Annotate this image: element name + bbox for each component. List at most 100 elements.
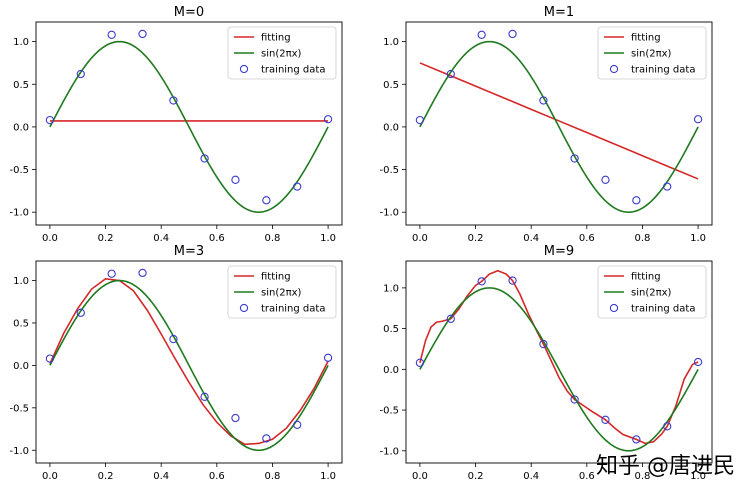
x-tick-label: 0.2 (468, 471, 484, 482)
legend-label: training data (261, 304, 325, 315)
training-point (601, 175, 610, 184)
x-tick-label: 0.0 (412, 471, 428, 482)
x-tick-label: 0.6 (579, 471, 595, 482)
fitting-curve (419, 269, 699, 445)
plot-area (419, 269, 699, 452)
training-point (293, 420, 302, 429)
subplot-1: M=0 0.0 0.2 0.4 0.6 0.8 1.0 -1.0 -0.5 0.0 0.5 1.0 fi… (9, 5, 343, 244)
subplot-3: M=3 0.0 0.2 0.4 0.6 0.8 1.0 -1.0 -0.5 0.0 0.5 1.0 fi… (9, 244, 343, 482)
x-tick-label: 1.0 (690, 471, 706, 482)
legend-label: sin(2πx) (631, 49, 672, 60)
x-tick-label: 0.0 (42, 471, 58, 482)
training-point (601, 415, 610, 424)
x-tick-label: 1.0 (320, 471, 336, 482)
training-point (570, 154, 579, 163)
training-point (76, 308, 85, 317)
y-tick-label: -0.5 (379, 165, 399, 176)
training-point (415, 358, 425, 367)
legend-box (597, 26, 707, 80)
training-point (323, 353, 333, 362)
training-point (539, 339, 548, 349)
training-point (663, 422, 672, 431)
y-tick-label: 0.5 (383, 324, 399, 335)
sine-curve (419, 40, 699, 214)
training-point (477, 30, 486, 39)
subplot-grid: M=0 0.0 0.2 0.4 0.6 0.8 1.0 -1.0 -0.5 0.0 0.5 1.0 fi… (9, 5, 713, 482)
y-tick-label: -1.0 (9, 208, 29, 219)
training-point (200, 392, 209, 401)
plot-area (49, 277, 329, 452)
y-tick-label: 1.0 (13, 276, 29, 287)
training-point (663, 182, 672, 191)
training-point (45, 354, 55, 363)
x-tick-label: 0.2 (468, 233, 484, 244)
legend-label: fitting (631, 33, 661, 44)
legend-label: fitting (261, 272, 291, 283)
training-point (45, 115, 55, 125)
y-tick-label: 0.5 (13, 80, 29, 91)
x-tick-label: 0.4 (153, 471, 169, 482)
x-tick-label: 0.6 (209, 471, 225, 482)
legend-training-swatch (609, 64, 619, 74)
fitting-curve (49, 277, 329, 446)
training-point (138, 268, 147, 278)
legend-training-swatch (239, 64, 249, 74)
y-tick-label: -0.5 (379, 406, 399, 417)
y-tick-label: 0.0 (383, 122, 399, 133)
legend-label: sin(2πx) (631, 288, 672, 299)
training-point (632, 196, 641, 205)
fitting-curve (419, 62, 699, 180)
training-point (231, 413, 240, 423)
x-tick-label: 0.8 (265, 471, 281, 482)
training-point (693, 357, 703, 367)
training-point (323, 115, 333, 124)
legend: fitting sin(2πx) training data (597, 265, 707, 319)
x-tick-label: 0.6 (579, 233, 595, 244)
legend-training-swatch (239, 303, 249, 313)
x-tick-label: 0.4 (523, 471, 539, 482)
training-point (693, 115, 703, 124)
training-point (231, 175, 240, 184)
y-tick-label: 0.0 (383, 365, 399, 376)
y-tick-label: 0.0 (13, 361, 29, 372)
y-tick-label: -1.0 (379, 446, 399, 457)
legend-label: fitting (631, 272, 661, 283)
y-tick-label: 1.0 (383, 37, 399, 48)
x-tick-label: 1.0 (690, 233, 706, 244)
x-tick-label: 0.2 (98, 471, 114, 482)
legend-label: training data (631, 65, 695, 76)
legend: fitting sin(2πx) training data (597, 26, 707, 80)
x-tick-label: 0.8 (635, 233, 651, 244)
axes-frame (405, 260, 713, 464)
x-tick-label: 0.8 (265, 233, 281, 244)
legend-label: training data (631, 304, 695, 315)
legend: fitting sin(2πx) training data (227, 265, 337, 319)
y-tick-label: 0.5 (383, 80, 399, 91)
x-tick-label: 0.0 (42, 233, 58, 244)
training-point (169, 334, 178, 344)
subplot-4: M=9 0.0 0.2 0.4 0.6 0.8 1.0 -1.0 -0.5 0.0 0.5 1.0 fi… (379, 244, 713, 482)
sine-curve (49, 40, 329, 214)
sine-curve (419, 287, 699, 452)
y-tick-label: -1.0 (379, 208, 399, 219)
sine-curve (49, 279, 329, 452)
legend-label: sin(2πx) (261, 288, 302, 299)
subplot-title: M=0 (174, 5, 204, 20)
legend-box (227, 265, 337, 319)
y-tick-label: 1.0 (13, 37, 29, 48)
x-tick-label: 0.4 (153, 233, 169, 244)
watermark: 知乎 @唐进民 (596, 454, 735, 479)
subplot-2: M=1 0.0 0.2 0.4 0.6 0.8 1.0 -1.0 -0.5 0.0 0.5 1.0 fi… (379, 5, 713, 244)
y-tick-label: -1.0 (9, 446, 29, 457)
training-point (200, 154, 209, 163)
legend-training-swatch (609, 303, 619, 313)
x-tick-label: 0.8 (635, 471, 651, 482)
subplot-title: M=3 (174, 244, 204, 259)
plot-area (419, 40, 699, 214)
training-point (415, 115, 425, 125)
axes-frame (405, 21, 713, 226)
x-tick-label: 0.2 (98, 233, 114, 244)
y-tick-label: 1.0 (383, 283, 399, 294)
y-tick-label: 0.0 (13, 122, 29, 133)
